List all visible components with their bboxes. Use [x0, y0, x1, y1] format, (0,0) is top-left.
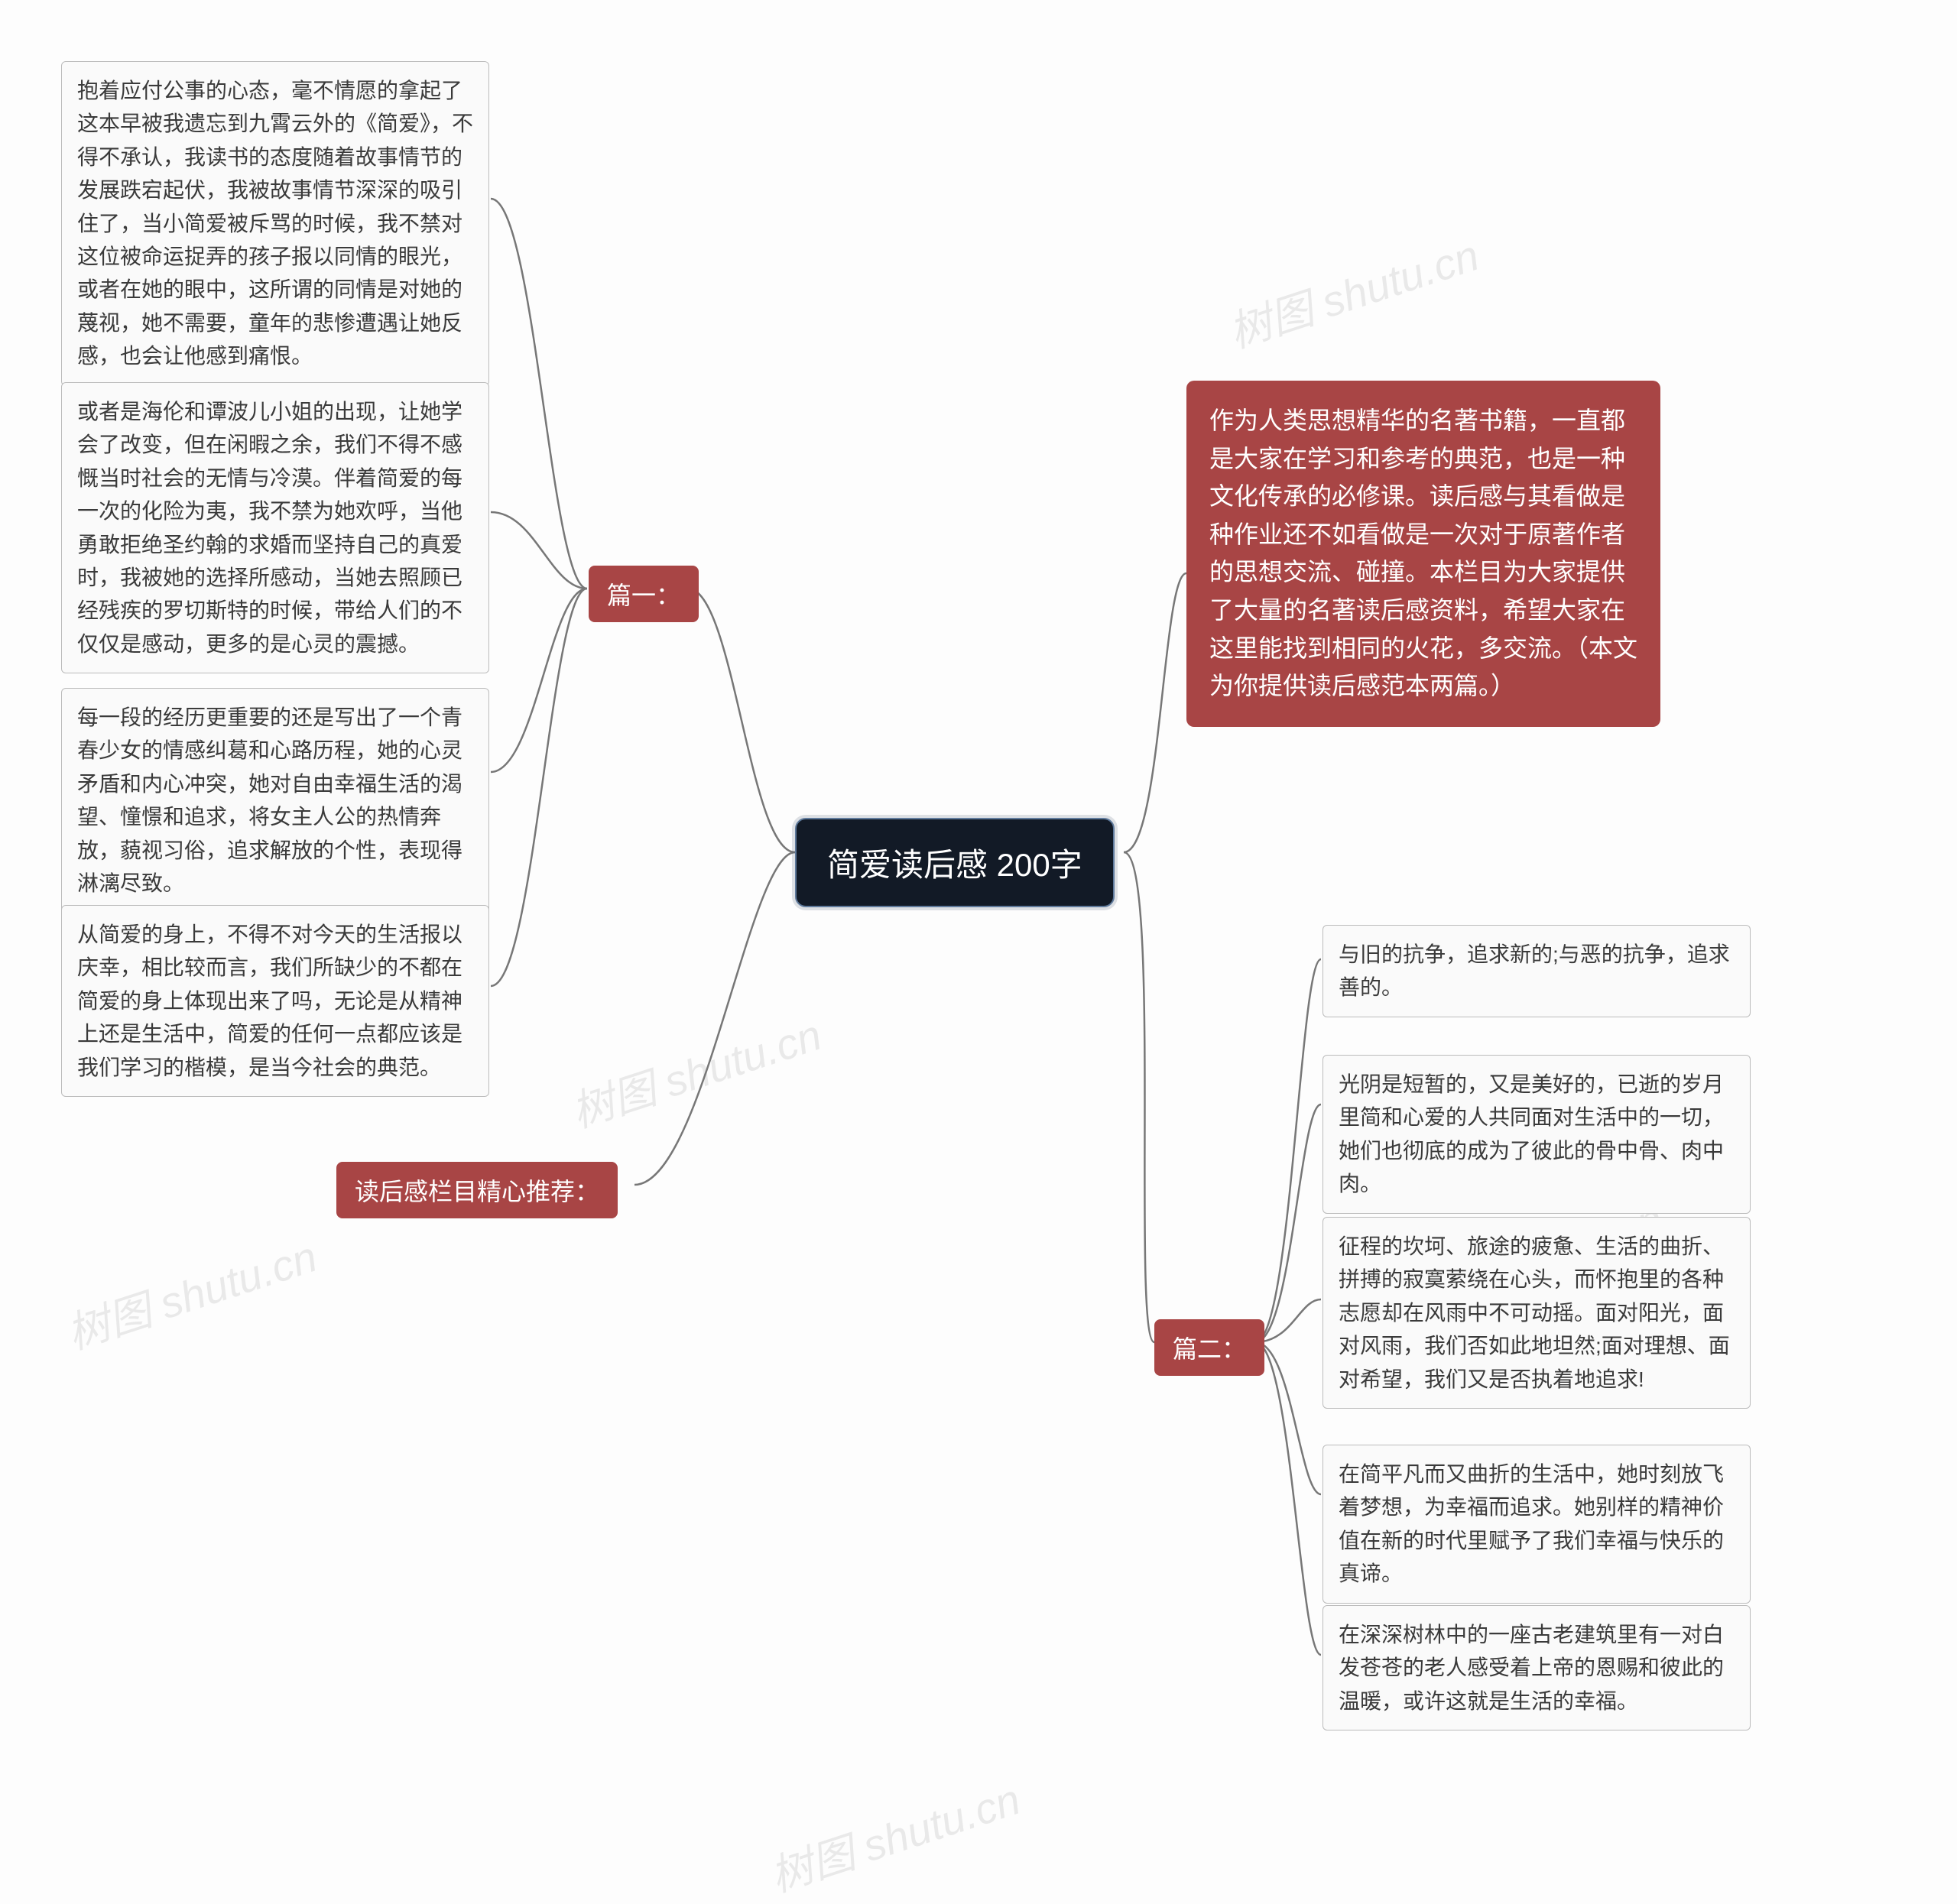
- leaf-p1-2: 或者是海伦和谭波儿小姐的出现，让她学会了改变，但在闲暇之余，我们不得不感慨当时社…: [61, 382, 489, 673]
- leaf-p2-4: 在简平凡而又曲折的生活中，她时刻放飞着梦想，为幸福而追求。她别样的精神价值在新的…: [1323, 1445, 1751, 1604]
- branch-tuijian-label: 读后感栏目精心推荐：: [355, 1178, 599, 1205]
- branch-pian2-label: 篇二：: [1173, 1335, 1246, 1363]
- intro-text: 作为人类思想精华的名著书籍，一直都是大家在学习和参考的典范，也是一种文化传承的必…: [1209, 407, 1637, 699]
- leaf-text: 每一段的经历更重要的还是写出了一个青春少女的情感纠葛和心路历程，她的心灵矛盾和内…: [77, 705, 462, 895]
- leaf-p2-2: 光阴是短暂的，又是美好的，已逝的岁月里简和心爱的人共同面对生活中的一切，她们也彻…: [1323, 1055, 1751, 1214]
- branch-pian1: 篇一：: [589, 566, 699, 622]
- leaf-text: 或者是海伦和谭波儿小姐的出现，让她学会了改变，但在闲暇之余，我们不得不感慨当时社…: [77, 400, 462, 656]
- leaf-text: 与旧的抗争，追求新的;与恶的抗争，追求善的。: [1339, 942, 1730, 999]
- center-node: 简爱读后感 200字: [795, 818, 1115, 907]
- leaf-p1-4: 从简爱的身上，不得不对今天的生活报以庆幸，相比较而言，我们所缺少的不都在简爱的身…: [61, 905, 489, 1097]
- leaf-text: 在深深树林中的一座古老建筑里有一对白发苍苍的老人感受着上帝的恩赐和彼此的温暖，或…: [1339, 1623, 1724, 1713]
- leaf-text: 抱着应付公事的心态，毫不情愿的拿起了这本早被我遗忘到九霄云外的《简爱》，不得不承…: [77, 79, 473, 368]
- leaf-p2-1: 与旧的抗争，追求新的;与恶的抗争，追求善的。: [1323, 925, 1751, 1017]
- leaf-text: 征程的坎坷、旅途的疲惫、生活的曲折、拼搏的寂寞萦绕在心头，而怀抱里的各种志愿却在…: [1339, 1234, 1730, 1391]
- watermark: 树图 shutu.cn: [58, 1223, 324, 1362]
- leaf-p1-1: 抱着应付公事的心态，毫不情愿的拿起了这本早被我遗忘到九霄云外的《简爱》，不得不承…: [61, 61, 489, 386]
- intro-node: 作为人类思想精华的名著书籍，一直都是大家在学习和参考的典范，也是一种文化传承的必…: [1186, 381, 1660, 727]
- branch-tuijian: 读后感栏目精心推荐：: [336, 1162, 618, 1218]
- leaf-p2-3: 征程的坎坷、旅途的疲惫、生活的曲折、拼搏的寂寞萦绕在心头，而怀抱里的各种志愿却在…: [1323, 1217, 1751, 1409]
- watermark: 树图 shutu.cn: [563, 1001, 829, 1140]
- watermark: 树图 shutu.cn: [1220, 222, 1486, 361]
- leaf-text: 从简爱的身上，不得不对今天的生活报以庆幸，相比较而言，我们所缺少的不都在简爱的身…: [77, 923, 462, 1079]
- watermark: 树图 shutu.cn: [761, 1766, 1027, 1904]
- branch-pian2: 篇二：: [1154, 1319, 1264, 1376]
- leaf-p2-5: 在深深树林中的一座古老建筑里有一对白发苍苍的老人感受着上帝的恩赐和彼此的温暖，或…: [1323, 1605, 1751, 1730]
- center-label: 简爱读后感 200字: [827, 847, 1082, 883]
- leaf-text: 在简平凡而又曲折的生活中，她时刻放飞着梦想，为幸福而追求。她别样的精神价值在新的…: [1339, 1462, 1724, 1585]
- leaf-text: 光阴是短暂的，又是美好的，已逝的岁月里简和心爱的人共同面对生活中的一切，她们也彻…: [1339, 1072, 1724, 1195]
- branch-pian1-label: 篇一：: [607, 582, 680, 609]
- leaf-p1-3: 每一段的经历更重要的还是写出了一个青春少女的情感纠葛和心路历程，她的心灵矛盾和内…: [61, 688, 489, 913]
